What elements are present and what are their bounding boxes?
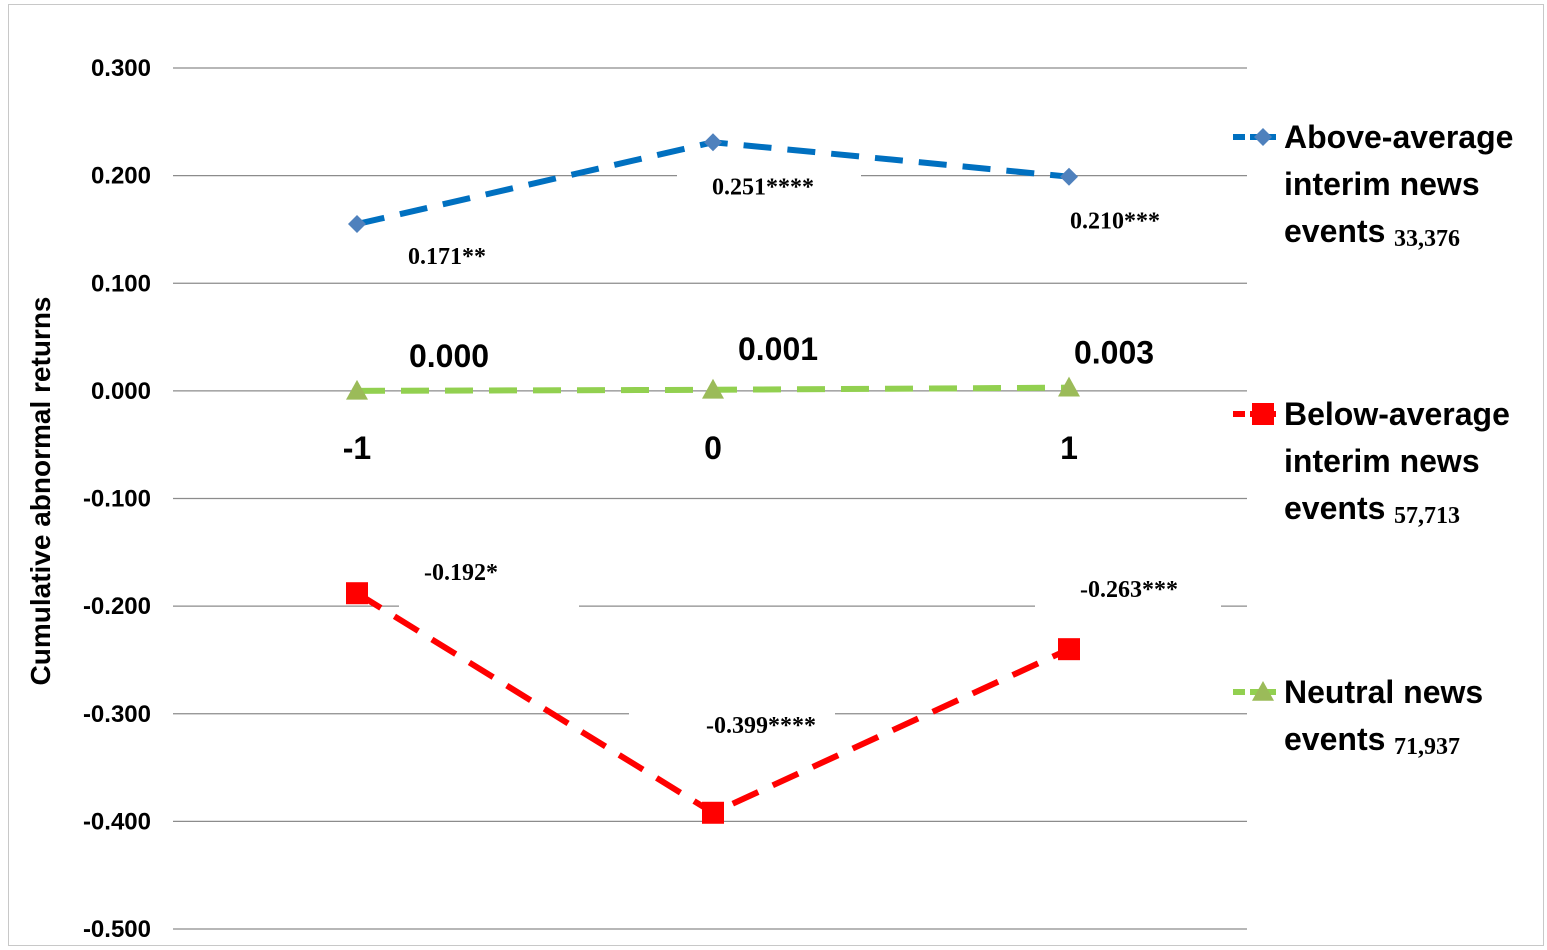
line-chart: 0.300 0.200 0.100 0.000 -0.100 -0.200 -0.300 -0… — [25, 55, 1513, 943]
data-point — [346, 582, 368, 605]
data-label: 0.001 — [738, 331, 818, 367]
data-label: 0.003 — [1074, 335, 1154, 371]
x-tick-label: 1 — [1060, 430, 1078, 466]
data-point — [702, 378, 724, 399]
data-point — [1058, 376, 1080, 397]
data-label: 0.000 — [409, 338, 489, 374]
legend-label: events — [1284, 490, 1385, 526]
data-label: 0.210*** — [1070, 209, 1160, 235]
y-axis-label: Cumulative abnormal returns — [25, 297, 56, 686]
data-label-background — [399, 549, 579, 607]
series-1 — [346, 582, 1080, 824]
y-tick-label: -0.500 — [83, 916, 151, 943]
data-label-background — [629, 701, 835, 749]
series-group — [346, 133, 1080, 824]
data-label: 0.251**** — [712, 174, 814, 200]
data-label-background — [1035, 571, 1221, 629]
y-tick-label: 0.100 — [91, 270, 151, 297]
y-tick-label: 0.000 — [91, 378, 151, 405]
data-label: -0.192* — [424, 560, 498, 586]
x-tick-label: 0 — [704, 430, 722, 466]
data-label: -0.399**** — [706, 713, 816, 739]
data-point — [702, 801, 724, 824]
legend-count: 33,376 — [1394, 226, 1460, 252]
legend-item-0: Above-average interim news events 33,376 — [1233, 119, 1513, 252]
legend-marker — [1254, 128, 1272, 146]
data-point — [348, 215, 366, 234]
data-label-background — [677, 165, 861, 209]
legend-item-1: Below-average interim news events 57,713 — [1233, 396, 1510, 529]
y-tick-label: -0.300 — [83, 701, 151, 728]
legend-label: interim news — [1284, 166, 1480, 202]
legend-label: interim news — [1284, 443, 1480, 479]
legend-label: Below-average — [1284, 396, 1510, 432]
legend-label: events — [1284, 721, 1385, 757]
data-point — [1060, 167, 1078, 186]
legend-item-2: Neutral news events 71,937 — [1233, 674, 1483, 760]
series-2 — [346, 376, 1080, 400]
x-tick-labels: -1 0 1 — [343, 430, 1078, 466]
y-tick-labels: 0.300 0.200 0.100 0.000 -0.100 -0.200 -0.300 -0… — [83, 55, 151, 943]
y-tick-label: 0.200 — [91, 163, 151, 190]
data-label: 0.171** — [408, 244, 486, 270]
data-point — [704, 133, 722, 152]
legend-marker — [1252, 681, 1274, 701]
series-0 — [348, 133, 1078, 234]
legend-count: 57,713 — [1394, 503, 1460, 529]
legend-label: Neutral news — [1284, 674, 1483, 710]
y-tick-label: -0.400 — [83, 808, 151, 835]
legend-label: events — [1284, 213, 1385, 249]
chart-frame: 0.300 0.200 0.100 0.000 -0.100 -0.200 -0.300 -0… — [8, 4, 1544, 946]
data-point — [1058, 638, 1080, 661]
data-label: -0.263*** — [1080, 577, 1178, 603]
legend-marker — [1252, 403, 1274, 425]
legend-count: 71,937 — [1394, 734, 1460, 760]
legend: Above-average interim news events 33,376 Bel… — [1233, 119, 1513, 760]
x-tick-label: -1 — [343, 430, 371, 466]
data-point — [346, 379, 368, 400]
data-labels: 0.171** 0.251**** 0.210*** -0.192* -0.399***… — [399, 165, 1221, 749]
legend-label: Above-average — [1284, 119, 1513, 155]
y-tick-label: 0.300 — [91, 55, 151, 82]
y-tick-label: -0.200 — [83, 593, 151, 620]
y-tick-label: -0.100 — [83, 486, 151, 513]
